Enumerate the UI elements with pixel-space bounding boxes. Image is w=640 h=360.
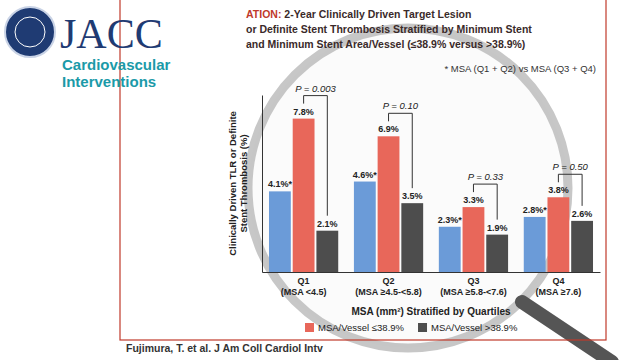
p-value: P = 0.10: [383, 100, 419, 111]
journal-section: Interventions: [62, 73, 156, 90]
bar: [401, 203, 423, 272]
data-label: 4.6%*: [353, 170, 378, 180]
x-axis-line: [263, 272, 601, 273]
x-tick-label: Q2(MSA ≥4.5-<5.8): [355, 276, 421, 296]
bar: [269, 191, 291, 272]
title-line: and Minimum Stent Area/Vessel (≤38.9% ve…: [246, 38, 525, 50]
x-tick: Q4(MSA ≥7.6): [536, 272, 582, 297]
seal: [5, 7, 55, 57]
data-labels: 4.1%* 4.6%* 2.3%* 2.8%* 7.8% 6.9% 3.3% 3.8% 2.1%…: [268, 107, 592, 233]
p-bracket: [473, 184, 497, 220]
seal-inner: [15, 17, 45, 47]
logo: JACCCardiovascularInterventions: [5, 7, 171, 90]
x-axis: Q1(MSA <4.5) Q2(MSA ≥4.5-<5.8) Q3(MSA ≥5.8…: [263, 272, 601, 297]
p-bracket: [304, 96, 328, 216]
bar: [378, 136, 400, 272]
bar: [486, 235, 508, 272]
legend-item: MSA/Vessel ≤38.9%: [305, 322, 405, 333]
legend: MSA/Vessel ≤38.9% MSA/Vessel >38.9%: [305, 322, 518, 333]
title-line: or Definite Stent Thrombosis Stratified …: [246, 23, 532, 35]
y-axis-line: [262, 96, 263, 273]
bar: [524, 217, 546, 272]
lens-handle: [522, 302, 612, 360]
bars: [269, 119, 593, 272]
bar: [439, 227, 461, 272]
y-axis: [262, 96, 263, 273]
x-tick-label: Q3(MSA ≥5.8-<7.6): [440, 276, 506, 296]
data-label: 2.3%*: [438, 215, 463, 225]
p-bracket: [558, 174, 582, 206]
data-label: 2.6%: [572, 209, 593, 219]
p-value: P = 0.50: [553, 161, 589, 172]
x-tick-label: Q1(MSA <4.5): [281, 276, 327, 296]
x-tick-label: Q4(MSA ≥7.6): [536, 276, 582, 296]
p-bracket: [389, 113, 413, 188]
bar: [293, 119, 315, 272]
x-tick: Q2(MSA ≥4.5-<5.8): [355, 272, 421, 297]
x-tick: Q3(MSA ≥5.8-<7.6): [440, 272, 506, 297]
bar: [547, 197, 569, 272]
p-value: P = 0.003: [295, 83, 336, 94]
bar: [571, 221, 593, 272]
legend-swatch: [305, 323, 314, 332]
x-axis-title: MSA (mm²) Stratified by Quartiles: [351, 306, 511, 317]
data-label: 1.9%: [487, 223, 508, 233]
journal-section: Cardiovascular: [62, 56, 171, 73]
journal-title: JACC: [60, 11, 163, 57]
data-label: 4.1%*: [268, 179, 293, 189]
page: JACCCardiovascularInterventions ATION: 2-…: [0, 0, 640, 360]
legend-label: MSA/Vessel >38.9%: [431, 322, 518, 333]
data-label: 2.1%: [317, 219, 338, 229]
y-axis-title: Clinically Driven TLR or DefiniteStent T…: [227, 111, 249, 256]
data-label: 2.8%*: [523, 205, 548, 215]
data-label: 7.8%: [293, 107, 314, 117]
bar: [316, 231, 338, 272]
data-label: 3.5%: [402, 191, 423, 201]
source: Fujimura, T. et al. J Am Coll Cardiol In…: [126, 342, 323, 354]
p-values: P = 0.003 P = 0.10 P = 0.33 P = 0.50: [295, 83, 588, 220]
data-label: 3.3%: [463, 195, 484, 205]
data-label: 6.9%: [378, 124, 399, 134]
annotation: * MSA (Q1 + Q2) vs MSA (Q3 + Q4): [444, 63, 596, 74]
legend-swatch: [418, 323, 427, 332]
legend-item: MSA/Vessel >38.9%: [418, 322, 518, 333]
title-line: ATION: 2-Year Clinically Driven Target L…: [246, 8, 471, 20]
magnifier: [248, 28, 612, 360]
legend-label: MSA/Vessel ≤38.9%: [318, 322, 405, 333]
slide-frame: [120, 0, 606, 340]
p-value: P = 0.33: [468, 171, 504, 182]
data-label: 3.8%: [548, 185, 569, 195]
bar: [463, 207, 485, 272]
bar: [354, 182, 376, 272]
x-tick: Q1(MSA <4.5): [281, 272, 327, 297]
